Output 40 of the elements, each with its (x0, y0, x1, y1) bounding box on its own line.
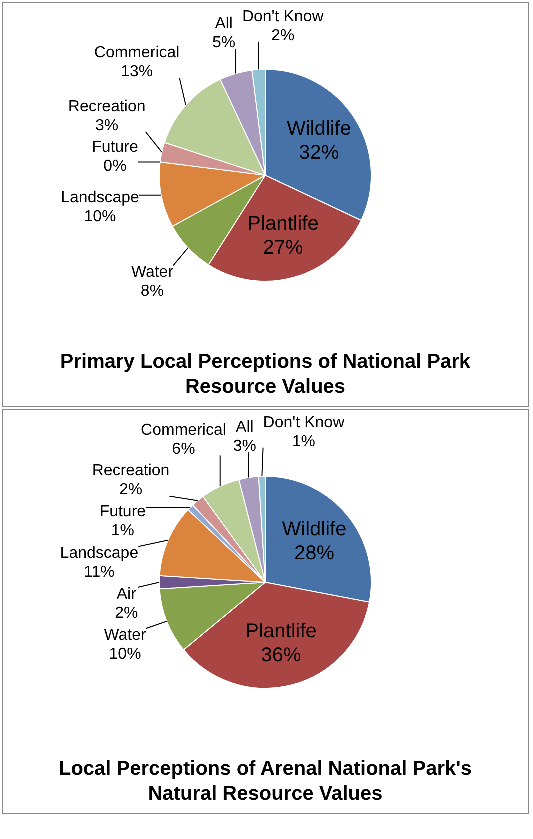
data-label: 3% (233, 438, 256, 455)
data-label: 2% (119, 482, 143, 499)
slice-label: Don't Know (263, 414, 346, 432)
slice-label: Landscape (60, 545, 139, 562)
slice-label: Recreation (92, 462, 170, 480)
slice-label: Plantlife (246, 620, 317, 643)
slice-label: Don't Know (242, 8, 324, 26)
data-label: 10% (109, 646, 142, 664)
data-label: 1% (292, 433, 316, 450)
data-label: 2% (272, 27, 295, 44)
slice-label: All (236, 418, 254, 436)
data-label: 32% (299, 142, 340, 164)
slice-label: Future (100, 504, 146, 521)
slice-label: Wildlife (282, 518, 347, 540)
data-label: 6% (172, 441, 196, 458)
slice-label: Wildlife (286, 118, 352, 140)
data-label: 8% (140, 283, 164, 300)
category-label: Future (92, 138, 138, 156)
data-label: 28% (294, 542, 335, 564)
data-label: 5% (212, 34, 236, 52)
data-label: 27% (263, 237, 304, 260)
slice-label: Plantlife (248, 213, 319, 236)
text: 0% (104, 158, 127, 175)
data-label: 10% (84, 208, 116, 226)
data-label: 13% (121, 64, 154, 81)
slice-label: Commerical (141, 422, 226, 440)
text: Local Perceptions of Arenal National Park's Natural Resource Values (58, 757, 474, 807)
data-label: 2% (115, 604, 138, 622)
text: Primary Local Perceptions of National Park Resource Values (59, 350, 472, 400)
slice-label: Landscape (61, 189, 140, 206)
data-label: 11% (84, 564, 115, 582)
data-label: 1% (111, 522, 134, 540)
slice-label: Commerical (94, 44, 180, 62)
slice-label: Air (116, 586, 138, 603)
data-label: 36% (261, 644, 302, 667)
slice-label: Water (131, 264, 174, 282)
data-label: 3% (96, 117, 119, 134)
slice-label: Water (104, 627, 148, 644)
slice-label: Recreation (68, 98, 146, 116)
slice-label: All (215, 15, 233, 32)
